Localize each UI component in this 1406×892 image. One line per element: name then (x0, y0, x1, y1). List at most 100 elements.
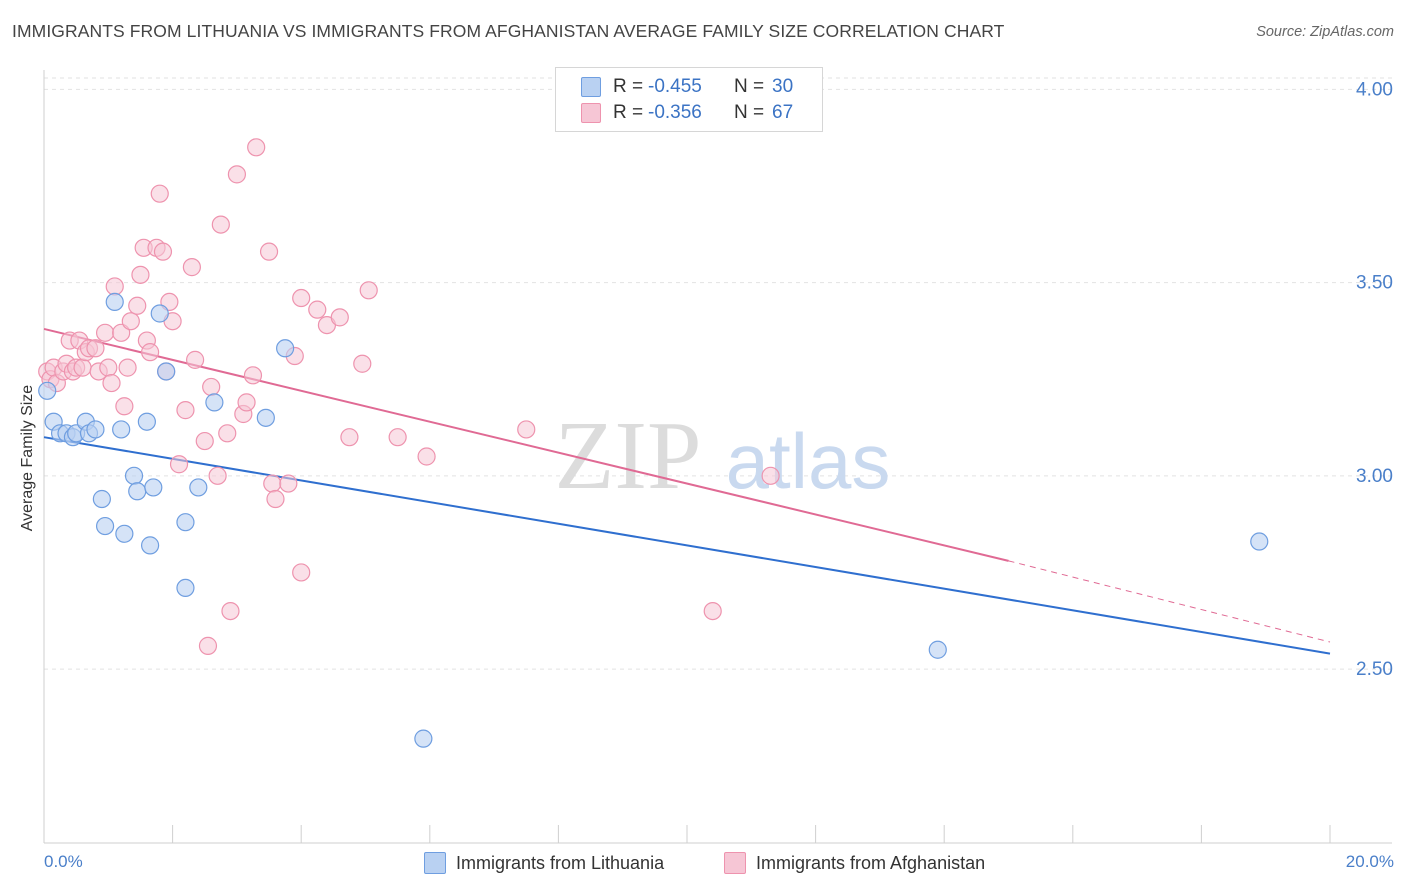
legend-item-lithuania[interactable]: Immigrants from Lithuania (424, 852, 664, 874)
data-point-afghanistan (359, 281, 378, 300)
data-point-lithuania (128, 482, 147, 501)
data-point-afghanistan (131, 265, 150, 284)
data-point-afghanistan (330, 308, 349, 327)
data-point-afghanistan (128, 296, 147, 315)
chart-legend: Immigrants from Lithuania Immigrants fro… (0, 852, 1406, 878)
y-axis-title: Average Family Size (19, 384, 36, 532)
data-point-afghanistan (182, 258, 201, 277)
trend-line-afghanistan-extension (1008, 560, 1331, 643)
data-point-afghanistan (247, 138, 266, 157)
data-point-afghanistan (227, 165, 246, 184)
stats-swatch-lithuania (581, 77, 601, 97)
trend-line-lithuania (43, 436, 1331, 655)
data-point-lithuania (176, 513, 195, 532)
data-point-afghanistan (517, 420, 536, 439)
data-point-afghanistan (259, 242, 279, 261)
data-point-lithuania (105, 292, 124, 311)
data-point-afghanistan (99, 358, 118, 377)
stats-r-label: R = (613, 102, 644, 123)
data-point-lithuania (276, 339, 295, 358)
legend-item-afghanistan[interactable]: Immigrants from Afghanistan (724, 852, 985, 874)
data-point-lithuania (144, 478, 163, 497)
data-point-afghanistan (86, 339, 105, 358)
data-point-afghanistan (353, 354, 372, 373)
data-point-lithuania (1250, 532, 1269, 551)
watermark-atlas: atlas (726, 417, 891, 505)
data-point-lithuania (176, 578, 195, 598)
points-afghanistan (38, 138, 780, 655)
data-point-afghanistan (186, 350, 205, 369)
data-point-afghanistan (169, 455, 189, 474)
data-point-afghanistan (221, 601, 240, 621)
y-tick-label: 2.50 (1356, 659, 1393, 680)
data-point-afghanistan (73, 358, 92, 377)
points-lithuania (38, 292, 1269, 748)
correlation-stats-box: R = -0.455 N = 30 R = -0.356 N = 67 (555, 67, 823, 132)
source-label: Source: ZipAtlas.com (1256, 24, 1394, 40)
data-point-afghanistan (160, 292, 179, 311)
data-point-afghanistan (150, 184, 169, 203)
y-tick-label: 3.00 (1356, 466, 1393, 487)
data-point-afghanistan (105, 277, 124, 296)
data-point-afghanistan (761, 466, 780, 485)
data-point-afghanistan (208, 466, 227, 485)
data-point-lithuania (38, 381, 57, 400)
y-tick-label: 4.00 (1356, 79, 1393, 100)
legend-label-afghanistan: Immigrants from Afghanistan (756, 852, 986, 873)
legend-swatch-lithuania (424, 852, 446, 874)
legend-swatch-afghanistan (724, 852, 746, 874)
data-point-lithuania (137, 412, 156, 431)
data-point-afghanistan (118, 358, 137, 377)
data-point-afghanistan (417, 447, 436, 466)
data-point-afghanistan (198, 636, 218, 655)
chart-title: IMMIGRANTS FROM LITHUANIA VS IMMIGRANTS … (12, 21, 1005, 41)
data-point-afghanistan (388, 428, 407, 447)
watermark: ZIP atlas (555, 402, 891, 510)
data-point-lithuania (95, 516, 115, 536)
data-point-afghanistan (703, 601, 722, 621)
data-point-afghanistan (153, 242, 173, 261)
data-point-afghanistan (237, 393, 256, 412)
data-point-afghanistan (266, 489, 285, 509)
data-point-afghanistan (279, 474, 298, 493)
stats-n-label: N = (734, 76, 765, 97)
data-point-afghanistan (176, 401, 195, 420)
y-tick-label: 3.50 (1356, 273, 1393, 294)
trend-lines (43, 327, 1331, 655)
stats-n-label: N = (734, 102, 765, 123)
data-point-lithuania (92, 489, 111, 509)
data-point-lithuania (140, 536, 160, 555)
data-point-lithuania (112, 420, 131, 439)
y-tick-labels: 2.50 3.00 3.50 4.00 (1356, 79, 1393, 680)
stats-swatch-afghanistan (581, 103, 601, 123)
data-point-afghanistan (263, 474, 282, 493)
stats-r-value: -0.356 (648, 102, 702, 123)
data-point-afghanistan (112, 323, 131, 342)
watermark-zip: ZIP (555, 402, 702, 510)
data-point-lithuania (928, 640, 947, 659)
data-point-lithuania (150, 304, 169, 323)
data-point-lithuania (115, 524, 134, 543)
data-point-lithuania (205, 393, 224, 412)
data-point-afghanistan (218, 424, 237, 443)
data-point-lithuania (86, 420, 105, 439)
data-point-afghanistan (95, 323, 115, 342)
data-point-afghanistan (340, 428, 359, 447)
data-point-lithuania (414, 729, 433, 748)
x-tick-min: 0.0% (44, 852, 83, 871)
data-point-afghanistan (202, 377, 221, 397)
data-point-afghanistan (308, 300, 327, 319)
stats-n-value: 67 (772, 102, 794, 123)
legend-label-lithuania: Immigrants from Lithuania (456, 852, 665, 873)
data-point-afghanistan (140, 343, 160, 362)
axes (43, 70, 1392, 844)
data-point-afghanistan (243, 366, 263, 385)
data-point-lithuania (256, 408, 275, 427)
x-tick-max: 20.0% (1345, 852, 1394, 871)
data-point-lithuania (157, 362, 176, 381)
data-point-afghanistan (211, 215, 230, 234)
data-point-afghanistan (102, 373, 121, 393)
data-point-lithuania (189, 478, 208, 497)
stats-r-label: R = (613, 76, 644, 97)
